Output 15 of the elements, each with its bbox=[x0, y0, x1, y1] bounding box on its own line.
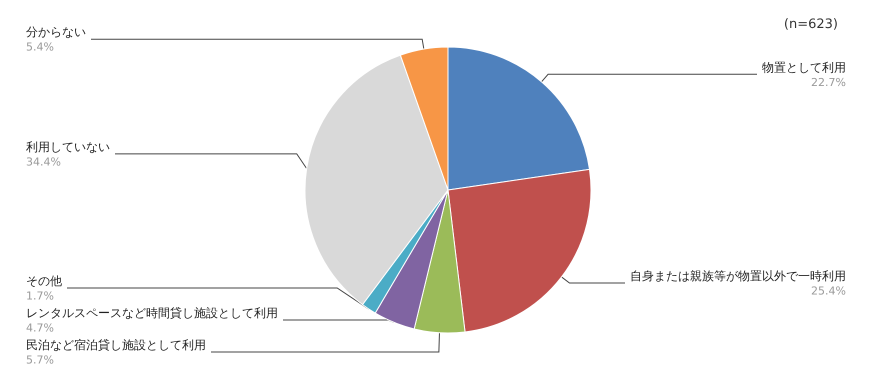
slice-label: 分からない bbox=[26, 25, 86, 40]
data-label: 22.7% bbox=[811, 76, 846, 89]
slice-label: 自身または親族等が物置以外で一時利用 bbox=[630, 269, 846, 284]
slice-label: 物置として利用 bbox=[762, 60, 846, 74]
data-label: 5.7% bbox=[26, 354, 54, 366]
text: (n=623) bbox=[784, 17, 838, 32]
data-label: 4.7% bbox=[26, 322, 54, 334]
data-label: 5.4% bbox=[26, 40, 54, 54]
slice-label: その他 bbox=[26, 274, 62, 288]
slice-label: 民泊など宿泊貸し施設として利用 bbox=[26, 338, 206, 352]
data-label: 34.4% bbox=[26, 155, 61, 168]
data-label: 1.7% bbox=[26, 290, 54, 302]
data-label: 25.4% bbox=[811, 284, 846, 298]
slice-label: 利用していない bbox=[26, 140, 110, 154]
slice-label: レンタルスペースなど時間貸し施設として利用 bbox=[26, 306, 278, 320]
